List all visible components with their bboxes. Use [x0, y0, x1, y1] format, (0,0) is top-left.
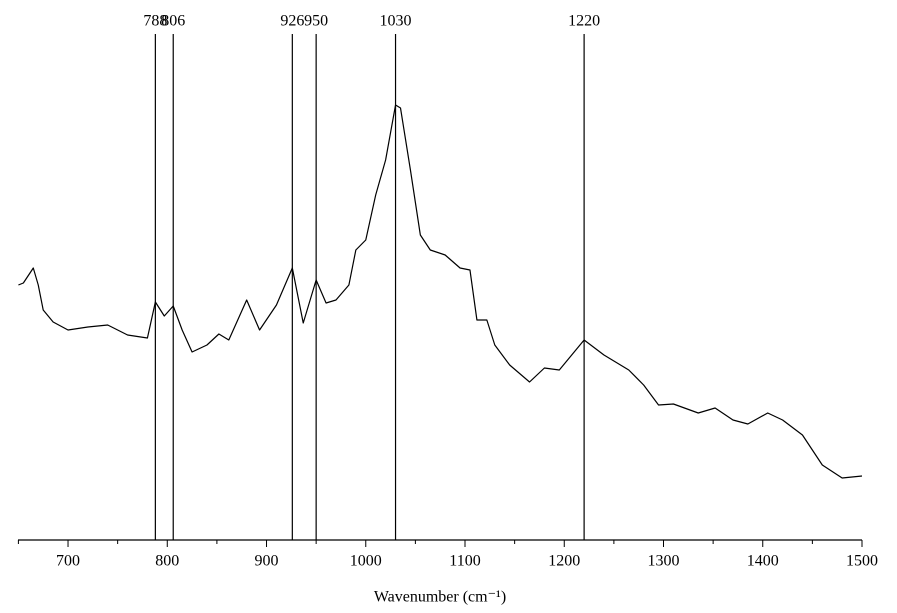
x-tick-label: 1400: [747, 553, 779, 570]
x-tick-label: 800: [155, 553, 179, 570]
x-tick-label: 1300: [648, 553, 680, 570]
x-tick-label: 700: [56, 553, 80, 570]
x-tick-label: 1100: [449, 553, 480, 570]
x-tick-label: 900: [255, 553, 279, 570]
peak-label: 806: [161, 13, 185, 30]
x-tick-label: 1500: [846, 553, 878, 570]
peak-label: 1220: [568, 13, 600, 30]
x-axis-label: Wavenumber (cm⁻¹): [374, 589, 506, 606]
x-tick-label: 1000: [350, 553, 382, 570]
spectrum-line: [18, 104, 863, 479]
peak-label: 926: [280, 13, 304, 30]
x-tick-label: 1200: [548, 553, 580, 570]
peak-label: 788: [143, 13, 167, 30]
peak-label: 1030: [380, 13, 412, 30]
peak-label: 950: [304, 13, 328, 30]
